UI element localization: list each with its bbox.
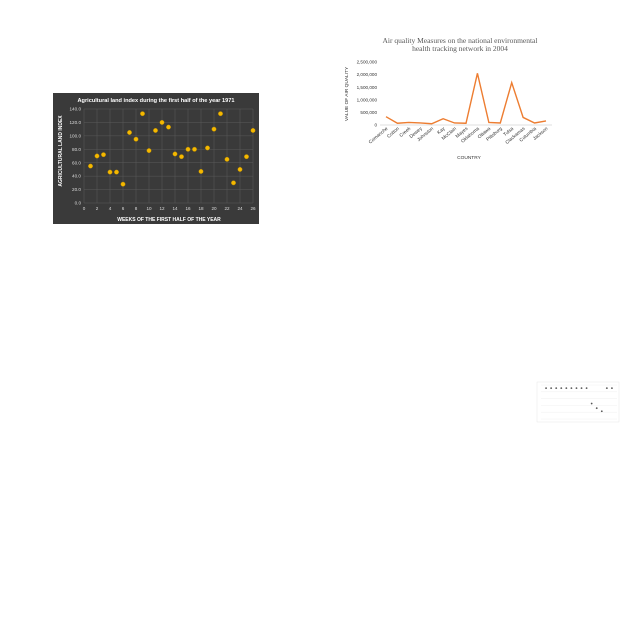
line-y-axis-label: VALUE OF AIR QUALITY <box>344 66 350 121</box>
line-x-tick: Cotton <box>386 126 401 140</box>
scatter-point <box>101 152 106 158</box>
mini-point <box>580 387 583 389</box>
scatter-point <box>107 169 113 175</box>
scatter-point <box>146 148 152 154</box>
scatter-x-tick: 22 <box>224 206 230 211</box>
scatter-x-tick: 10 <box>146 206 152 211</box>
scatter-y-tick: 80.0 <box>72 147 81 152</box>
scatter-point <box>211 126 217 132</box>
mini-point <box>550 387 553 389</box>
mini-point <box>560 387 563 389</box>
scatter-y-tick-labels: 0.0 20.0 40.0 60.0 80.0 100.0 120.0 140.0 <box>70 107 82 206</box>
scatter-point <box>127 130 132 135</box>
scatter-point <box>153 128 158 133</box>
mini-point <box>611 387 613 389</box>
agricultural-scatter-svg: Agricultural land index during the first… <box>58 98 256 223</box>
mini-point <box>575 387 578 389</box>
mini-point <box>595 407 598 410</box>
scatter-point <box>88 163 93 169</box>
scatter-y-tick: 60.0 <box>72 160 81 165</box>
scatter-y-tick: 120.0 <box>70 120 82 125</box>
scatter-x-tick: 24 <box>237 206 243 211</box>
scatter-point <box>224 156 230 162</box>
scatter-x-tick: 16 <box>185 206 191 211</box>
scatter-point <box>244 154 249 160</box>
air-quality-line-chart: Air quality Measures on the national env… <box>340 30 562 165</box>
line-y-tick: 1,500,000 <box>357 85 378 90</box>
line-y-tick: 0 <box>374 123 377 128</box>
scatter-y-tick: 40.0 <box>72 174 81 179</box>
line-y-tick: 500,000 <box>360 110 377 115</box>
mini-point <box>570 387 573 389</box>
scatter-y-tick: 140.0 <box>70 107 82 112</box>
scatter-points <box>88 111 256 187</box>
scatter-x-axis-label: WEEKS OF THE FIRST HALF OF THE YEAR <box>117 217 221 223</box>
scatter-x-tick: 8 <box>135 206 138 211</box>
scatter-x-tick: 0 <box>83 206 86 211</box>
mini-scatter-chart <box>529 376 621 426</box>
scatter-point <box>120 181 126 187</box>
scatter-point <box>166 124 171 130</box>
scatter-point <box>218 111 223 117</box>
scatter-x-tick: 4 <box>109 206 112 211</box>
scatter-x-tick: 14 <box>172 206 178 211</box>
scatter-point <box>94 153 100 159</box>
air-quality-line-svg: Air quality Measures on the national env… <box>344 36 552 161</box>
scatter-point <box>250 128 256 133</box>
mini-scatter-svg <box>536 381 620 423</box>
mini-point <box>585 387 588 389</box>
scatter-point <box>179 154 184 160</box>
scatter-x-tick: 26 <box>250 206 256 211</box>
scatter-x-tick-labels: 0 2 4 6 8 10 12 14 16 18 20 22 24 26 <box>83 206 256 211</box>
mini-point <box>605 387 608 389</box>
scatter-x-tick: 20 <box>211 206 217 211</box>
line-y-tick: 1,000,000 <box>357 97 378 102</box>
mini-points <box>545 387 613 413</box>
scatter-x-tick: 12 <box>159 206 165 211</box>
scatter-y-tick: 100.0 <box>70 133 82 138</box>
scatter-point <box>172 151 178 157</box>
scatter-point <box>133 136 139 142</box>
scatter-point <box>159 120 165 125</box>
scatter-point <box>205 145 210 151</box>
scatter-point <box>231 180 236 186</box>
scatter-y-axis-label: AGRICULTURAL LAND INDEX <box>58 115 64 187</box>
scatter-title: Agricultural land index during the first… <box>78 98 235 104</box>
scatter-gridlines <box>83 108 254 204</box>
mini-point <box>555 387 558 389</box>
mini-gridlines <box>541 384 617 420</box>
line-y-tick-labels: 0 500,000 1,000,000 1,500,000 2,000,000 2,500… <box>357 60 378 128</box>
line-x-tick: Kay <box>436 126 447 136</box>
scatter-point <box>185 146 191 152</box>
scatter-x-tick: 6 <box>122 206 125 211</box>
mini-point <box>565 387 568 389</box>
agricultural-scatter-chart: Agricultural land index during the first… <box>53 93 259 224</box>
line-title-line1: Air quality Measures on the national env… <box>383 36 538 45</box>
scatter-point <box>192 146 197 152</box>
scatter-y-tick: 0.0 <box>75 201 82 206</box>
scatter-point <box>140 111 145 117</box>
line-x-axis-label: COUNTRY <box>457 155 481 161</box>
scatter-x-tick: 18 <box>198 206 204 211</box>
scatter-y-tick: 20.0 <box>72 187 81 192</box>
scatter-x-tick: 2 <box>96 206 99 211</box>
line-title-line2: health tracking network in 2004 <box>412 44 508 53</box>
scatter-point <box>198 169 204 174</box>
scatter-point <box>237 167 243 172</box>
line-y-tick: 2,000,000 <box>357 72 378 77</box>
mini-point <box>545 387 547 389</box>
scatter-point <box>114 169 119 175</box>
line-y-tick: 2,500,000 <box>357 60 378 65</box>
mini-point <box>590 402 593 405</box>
line-series-path <box>385 73 547 125</box>
mini-point <box>600 410 603 413</box>
